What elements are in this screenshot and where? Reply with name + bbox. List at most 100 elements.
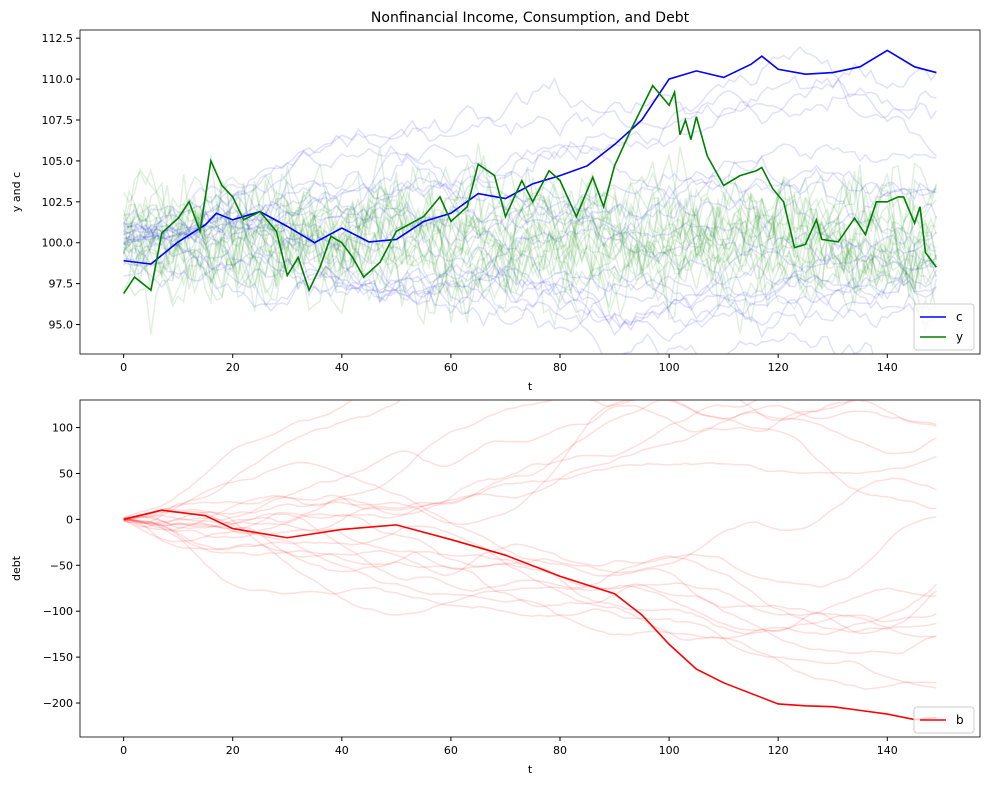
- background-path: [123, 191, 938, 321]
- background-path: [123, 516, 937, 588]
- y-axis-label: y and c: [10, 172, 23, 212]
- x-tick-label: 100: [659, 744, 680, 757]
- background-path: [123, 45, 937, 224]
- x-tick-label: 80: [553, 361, 567, 374]
- background-path: [123, 400, 937, 528]
- background-path: [122, 196, 938, 329]
- background-path: [122, 165, 937, 276]
- background-path: [123, 201, 937, 277]
- background-path: [123, 220, 937, 327]
- background-path: [123, 143, 937, 243]
- axes-frame: [79, 29, 981, 355]
- legend: cy: [913, 303, 975, 351]
- y-axis-label: debt: [10, 555, 23, 581]
- background-path: [123, 143, 938, 257]
- background-path: [122, 216, 938, 335]
- background-path: [123, 155, 938, 290]
- x-tick-label: 40: [335, 744, 349, 757]
- x-tick-label: 140: [877, 744, 898, 757]
- legend-label-y: y: [956, 330, 963, 344]
- background-path: [122, 174, 938, 280]
- background-path: [123, 461, 937, 655]
- background-path: [123, 518, 937, 684]
- x-axis-label: t: [528, 380, 533, 393]
- background-path: [123, 511, 937, 638]
- background-path: [123, 511, 937, 635]
- background-path: [123, 477, 937, 574]
- background-path: [123, 519, 937, 635]
- background-path: [122, 188, 937, 328]
- axes-frame: [79, 399, 981, 738]
- x-tick-label: 20: [226, 361, 240, 374]
- background-path: [122, 187, 937, 293]
- background-path: [122, 182, 937, 295]
- background-path: [122, 197, 937, 303]
- background-path: [123, 400, 859, 519]
- bottom-axes: 0 20 40 60 80 100 120 140 −200 −150 −100 −50 0 50 100 t…: [10, 399, 981, 776]
- y-tick-label: 110.0: [42, 73, 74, 86]
- y-tick-label: 50: [59, 467, 73, 480]
- y-tick-label: 97.5: [49, 278, 74, 291]
- legend-label-b: b: [956, 713, 964, 727]
- background-path: [123, 62, 937, 246]
- x-tick-label: 120: [768, 361, 789, 374]
- background-path: [123, 144, 937, 259]
- background-path: [123, 513, 937, 633]
- background-path: [123, 77, 937, 239]
- y-tick-label: 102.5: [42, 196, 74, 209]
- y-tick-label: 112.5: [42, 32, 74, 45]
- y-tick-label: 107.5: [42, 114, 74, 127]
- y-tick-label: 95.0: [49, 319, 74, 332]
- background-path: [122, 203, 937, 317]
- background-path: [123, 400, 354, 519]
- background-path: [123, 519, 937, 690]
- x-tick-label: 120: [768, 744, 789, 757]
- background-path: [122, 174, 938, 295]
- background-path: [123, 400, 937, 521]
- background-path: [122, 146, 937, 270]
- background-path: [123, 455, 937, 527]
- y-tick-label: 100: [52, 422, 73, 435]
- background-path: [123, 89, 937, 245]
- background-path: [123, 221, 874, 354]
- background-path: [122, 206, 938, 324]
- background-path: [123, 400, 855, 528]
- x-tick-label: 140: [877, 361, 898, 374]
- series-line-c: [123, 49, 937, 265]
- background-path: [122, 177, 937, 302]
- chart-title: Nonfinancial Income, Consumption, and De…: [371, 10, 690, 26]
- background-path: [123, 400, 937, 539]
- background-path: [123, 242, 937, 333]
- background-path: [122, 165, 938, 283]
- background-path: [123, 167, 937, 252]
- x-tick-label: 100: [659, 361, 680, 374]
- background-path: [123, 152, 938, 267]
- x-tick-label: 20: [226, 744, 240, 757]
- x-axis-label: t: [528, 763, 533, 776]
- series-line-y: [122, 84, 938, 294]
- x-tick-label: 80: [553, 744, 567, 757]
- background-path: [123, 230, 937, 321]
- x-tick-label: 0: [120, 361, 127, 374]
- background-path: [123, 251, 938, 336]
- background-path: [123, 518, 937, 641]
- background-path: [122, 211, 938, 332]
- y-tick-label: −100: [43, 605, 73, 618]
- series-line-b: [123, 509, 937, 721]
- legend-label-c: c: [956, 310, 963, 324]
- y-tick-label: −50: [50, 559, 73, 572]
- background-path: [123, 205, 937, 303]
- background-path: [123, 400, 638, 526]
- x-tick-label: 0: [120, 744, 127, 757]
- x-tick-label: 40: [335, 361, 349, 374]
- background-path: [122, 199, 937, 323]
- y-tick-label: −150: [43, 651, 73, 664]
- y-tick-label: 105.0: [42, 155, 74, 168]
- background-path: [123, 206, 937, 314]
- top-axes: 0 20 40 60 80 100 120 140 95.0 97.5 100.0 102.5 105.…: [10, 29, 981, 393]
- legend: b: [913, 706, 975, 734]
- x-tick-label: 60: [444, 744, 458, 757]
- y-tick-label: 0: [66, 513, 73, 526]
- x-tick-label: 60: [444, 361, 458, 374]
- background-path: [123, 219, 937, 326]
